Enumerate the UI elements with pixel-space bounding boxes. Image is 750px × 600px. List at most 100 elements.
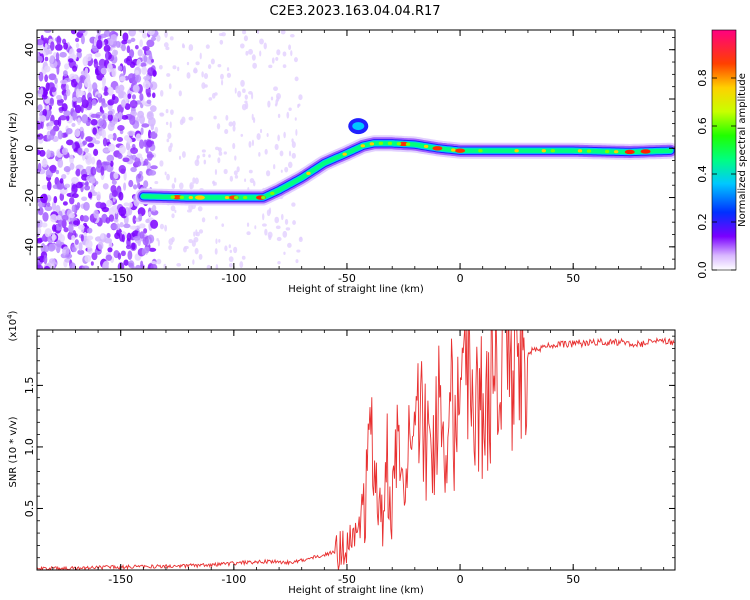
noise-speckle (128, 202, 133, 208)
noise-speckle (123, 182, 127, 191)
noise-speckle (69, 154, 74, 165)
noise-speckle (145, 218, 150, 224)
noise-speckle (80, 70, 87, 76)
noise-speckle (228, 263, 233, 268)
noise-speckle (245, 102, 249, 110)
noise-speckle (37, 133, 44, 140)
noise-speckle (265, 170, 271, 177)
noise-speckle (123, 202, 130, 207)
noise-speckle (106, 232, 111, 239)
noise-speckle (46, 125, 53, 131)
noise-speckle (40, 193, 48, 204)
noise-speckle (80, 35, 85, 45)
noise-speckle (61, 147, 69, 155)
noise-speckle (47, 243, 56, 252)
noise-speckle (283, 251, 286, 255)
noise-speckle (86, 227, 93, 234)
noise-speckle (159, 223, 165, 230)
colorbar-label: Normalized spectral amplitude (737, 73, 748, 227)
noise-speckle (181, 151, 186, 158)
spectrogram-frame (36, 29, 676, 270)
noise-speckle (126, 39, 132, 44)
noise-speckle (140, 260, 144, 268)
noise-speckle (39, 115, 47, 122)
noise-speckle (279, 150, 284, 157)
noise-speckle (71, 204, 76, 213)
noise-speckle (93, 168, 97, 175)
noise-speckle (232, 142, 236, 150)
colorbar-tick-label: 0.4 (696, 165, 709, 183)
noise-speckle (126, 138, 133, 144)
noise-speckle (168, 245, 172, 251)
noise-speckle (165, 46, 170, 51)
noise-speckle (228, 121, 234, 127)
noise-speckle (143, 246, 150, 254)
noise-speckle (56, 215, 62, 221)
spectrogram-y-ticks: -40 -20 0 20 40 (23, 36, 675, 260)
noise-speckle (103, 38, 109, 46)
noise-speckle (118, 165, 127, 174)
ridge-spot (261, 195, 266, 200)
noise-speckle (239, 43, 245, 49)
noise-speckle (159, 89, 164, 97)
ridge-hotspot (624, 149, 635, 155)
ridge-spot (360, 144, 365, 148)
noise-speckle (78, 80, 83, 90)
snr-y-tick-label: 0.5 (23, 500, 36, 518)
noise-speckle (136, 153, 143, 159)
noise-speckle (41, 222, 48, 228)
noise-speckle (65, 84, 69, 91)
noise-speckle (72, 65, 78, 72)
colorbar-tick-label: 0.2 (696, 213, 709, 231)
noise-speckle (275, 56, 279, 61)
noise-speckle (44, 43, 48, 49)
noise-speckle (141, 123, 150, 128)
noise-speckle (55, 52, 60, 62)
noise-speckle (101, 76, 107, 85)
noise-speckle (251, 139, 255, 147)
noise-speckle (59, 192, 65, 202)
noise-speckle (148, 247, 157, 252)
noise-speckle (186, 72, 191, 79)
noise-speckle (168, 145, 172, 153)
spectrogram-y-tick-label: -20 (23, 189, 36, 207)
noise-speckle (81, 114, 89, 124)
noise-speckle (90, 184, 95, 190)
noise-speckle (120, 250, 126, 257)
noise-speckle (63, 166, 71, 173)
colorbar-tick-label: 0.0 (696, 261, 709, 279)
noise-speckle (203, 159, 207, 165)
noise-speckle (102, 148, 110, 153)
noise-speckle (186, 61, 190, 66)
noise-speckle (71, 142, 76, 150)
noise-speckle (218, 151, 223, 156)
noise-speckle (201, 71, 204, 78)
noise-speckle (71, 193, 79, 199)
noise-speckle (156, 258, 162, 265)
noise-speckle (273, 164, 276, 170)
noise-speckle (61, 174, 67, 180)
noise-speckle (143, 180, 149, 188)
noise-speckle (221, 32, 226, 37)
ridge-spot (423, 144, 429, 149)
spectrogram-x-label: Height of straight line (km) (288, 284, 424, 295)
snr-y-scale-close: ) (8, 310, 19, 314)
noise-speckle (168, 238, 174, 246)
noise-speckle (72, 96, 77, 102)
noise-speckle (248, 141, 252, 148)
noise-speckle (220, 73, 224, 80)
spectrogram-x-tick-label: -100 (221, 272, 246, 285)
noise-speckle (90, 156, 96, 165)
noise-speckle (291, 141, 296, 148)
noise-speckle (44, 74, 49, 83)
noise-speckle (74, 104, 82, 114)
noise-speckle (198, 253, 203, 260)
noise-speckle (176, 263, 182, 267)
noise-speckle (63, 110, 71, 117)
spectrogram-y-label: Frequency (Hz) (8, 112, 19, 188)
noise-speckle (221, 79, 224, 86)
noise-speckle (110, 223, 118, 230)
noise-speckle (85, 181, 89, 186)
noise-speckle (166, 138, 170, 143)
snr-y-label: SNR (10 * v/v) (8, 416, 19, 487)
